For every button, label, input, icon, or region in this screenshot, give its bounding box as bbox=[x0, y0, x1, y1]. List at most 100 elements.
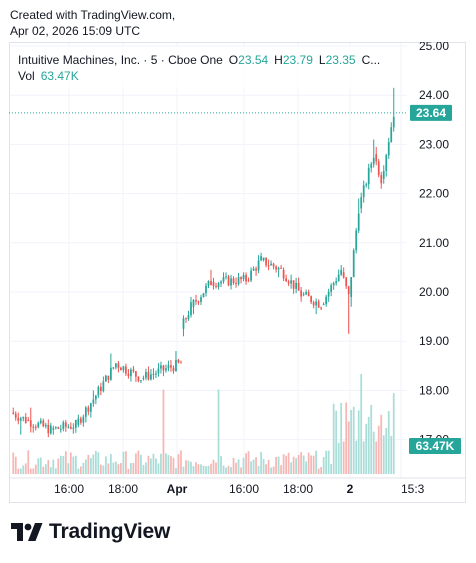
candle-body bbox=[255, 268, 257, 271]
volume-bar bbox=[317, 468, 320, 474]
volume-bar bbox=[87, 454, 90, 474]
candle-body bbox=[135, 371, 137, 377]
candle-body bbox=[330, 285, 333, 292]
volume-bar bbox=[74, 455, 77, 474]
volume-bar bbox=[160, 453, 162, 474]
last-volume-tag: 63.47K bbox=[409, 438, 461, 454]
candle-body bbox=[52, 428, 55, 430]
candle-body bbox=[104, 375, 107, 382]
volume-bar bbox=[135, 453, 137, 474]
caption-created-with: Created with TradingView.com, bbox=[10, 8, 176, 22]
volume-bar bbox=[165, 453, 167, 474]
volume-bar bbox=[94, 450, 97, 474]
candle-body bbox=[210, 280, 212, 286]
volume-bar bbox=[272, 466, 275, 474]
volume-bar bbox=[252, 459, 255, 474]
volume-bar bbox=[17, 468, 20, 474]
candle-body bbox=[275, 266, 277, 270]
candle-body bbox=[305, 292, 308, 295]
candle-body bbox=[385, 155, 388, 172]
legend-close-label: C... bbox=[362, 53, 381, 67]
candle-body bbox=[347, 286, 350, 295]
volume-bar bbox=[220, 456, 222, 474]
volume-bar bbox=[280, 465, 282, 474]
candle-body bbox=[362, 185, 365, 198]
candle-body bbox=[69, 426, 72, 429]
candle-body bbox=[292, 280, 295, 289]
candle-body bbox=[34, 426, 37, 428]
price-axis[interactable]: 25.00 24.00 23.00 22.00 21.00 20.00 19.00 18.00… bbox=[419, 42, 449, 447]
volume-bar bbox=[117, 464, 120, 474]
candle-body bbox=[44, 424, 47, 427]
volume-bar bbox=[102, 465, 105, 474]
candle-body bbox=[235, 283, 237, 285]
volume-bar bbox=[92, 454, 95, 474]
candle-body bbox=[150, 374, 152, 380]
volume-bar bbox=[175, 468, 177, 474]
volume-bar bbox=[312, 455, 315, 474]
candle-body bbox=[357, 213, 360, 231]
candle-body bbox=[155, 373, 157, 375]
candle-body bbox=[19, 418, 22, 421]
candle-body bbox=[177, 359, 180, 363]
volume-bar bbox=[24, 463, 27, 474]
candle-body bbox=[252, 268, 255, 271]
candle-body bbox=[190, 302, 192, 316]
volume-bar bbox=[322, 457, 325, 474]
grid-lines bbox=[10, 43, 407, 478]
volume-bar bbox=[54, 468, 57, 474]
price-chart[interactable]: 25.00 24.00 23.00 22.00 21.00 20.00 19.00 18.00… bbox=[9, 42, 466, 503]
volume-bar bbox=[367, 416, 370, 474]
price-axis-tick: 23.00 bbox=[419, 137, 449, 151]
candle-body bbox=[285, 278, 287, 282]
volume-bar bbox=[375, 441, 378, 474]
candle-body bbox=[117, 363, 120, 368]
volume-bar bbox=[145, 462, 147, 474]
price-axis-tick: 19.00 bbox=[419, 334, 449, 348]
candle-body bbox=[127, 373, 130, 377]
candle-body bbox=[120, 367, 122, 371]
candle-body bbox=[77, 418, 80, 425]
time-axis[interactable]: 16:00 18:00 Apr 16:00 18:00 2 15:3 bbox=[54, 482, 425, 496]
volume-bar bbox=[72, 456, 75, 474]
candle-body bbox=[202, 293, 205, 298]
candle-body bbox=[160, 365, 162, 369]
volume-bar bbox=[205, 466, 207, 474]
volume-bar bbox=[39, 457, 42, 474]
volume-bar bbox=[260, 451, 262, 474]
volume-bar bbox=[290, 462, 292, 474]
candle-body bbox=[195, 300, 197, 302]
candle-body bbox=[172, 367, 175, 371]
volume-bar bbox=[12, 452, 15, 474]
volume-bar bbox=[302, 455, 305, 474]
volume-bar bbox=[237, 459, 240, 474]
candle-body bbox=[280, 267, 282, 269]
candle-body bbox=[230, 278, 232, 286]
candle-body bbox=[97, 387, 100, 396]
candle-body bbox=[262, 257, 265, 261]
candle-body bbox=[112, 367, 115, 369]
volume-bar bbox=[337, 442, 340, 474]
volume-bar bbox=[250, 461, 252, 474]
candle-body bbox=[62, 422, 65, 429]
volume-bar bbox=[34, 464, 37, 474]
last-price-label: 23.64 bbox=[416, 106, 446, 120]
candle-body bbox=[337, 274, 340, 282]
legend-low-value: 23.35 bbox=[326, 53, 356, 67]
candle-body bbox=[247, 279, 250, 281]
candle-body bbox=[192, 300, 195, 307]
volume-bar bbox=[47, 460, 50, 474]
volume-bar bbox=[125, 451, 127, 474]
candle-body bbox=[340, 269, 343, 275]
candle-body bbox=[72, 427, 75, 429]
candle-body bbox=[187, 315, 190, 320]
volume-bar bbox=[162, 389, 165, 474]
volume-bar bbox=[320, 467, 323, 474]
candle-body bbox=[82, 416, 85, 423]
candle-body bbox=[57, 427, 60, 429]
candle-body bbox=[335, 281, 338, 284]
candle-body bbox=[27, 419, 30, 421]
candle-body bbox=[332, 283, 335, 286]
candle-body bbox=[310, 296, 313, 303]
volume-bar bbox=[340, 402, 343, 474]
